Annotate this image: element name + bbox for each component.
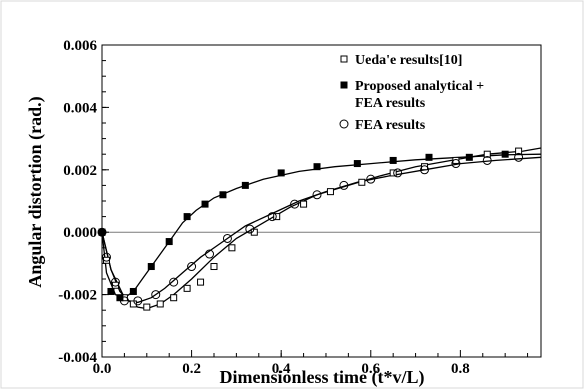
y-tick-label: -0.004 (58, 350, 97, 366)
data-point-s3 (514, 152, 524, 162)
x-axis-title: Dimensionless time (t*v/L) (220, 367, 425, 388)
data-point-s3 (133, 296, 143, 306)
data-point-s2 (129, 287, 137, 295)
data-point-s3 (451, 159, 461, 169)
legend-label-3: FEA results (355, 96, 426, 111)
data-point-s3 (482, 155, 492, 165)
data-point-s1 (170, 294, 178, 302)
fit-curve-3 (101, 156, 542, 304)
data-point-s3 (110, 277, 120, 287)
data-point-s2 (107, 287, 115, 295)
data-point-s3 (205, 249, 215, 259)
y-tick-label: 0.004 (63, 100, 97, 116)
data-point-s2 (147, 263, 155, 271)
legend-label-4: FEA results (355, 118, 426, 133)
data-point-s2 (313, 163, 321, 171)
legend-marker-2 (340, 81, 348, 89)
x-tick-label: 0.4 (272, 361, 291, 377)
data-point-s3 (393, 168, 403, 178)
x-tick-label: 0.6 (361, 361, 380, 377)
y-tick-label: 0.006 (63, 38, 97, 54)
x-tick-label: 0.8 (451, 361, 470, 377)
legend-marker-1 (340, 55, 348, 63)
data-point-s1 (515, 147, 523, 155)
data-point-s2 (183, 213, 191, 221)
data-point-s2 (241, 181, 249, 189)
series-layer (97, 147, 542, 311)
data-point-s3 (366, 174, 376, 184)
data-point-s1 (358, 178, 366, 186)
legend: Ueda'e results[10] Proposed analytical + F… (339, 53, 484, 133)
data-point-s2 (465, 153, 473, 161)
fit-curve-1 (101, 147, 542, 310)
data-point-s1 (197, 278, 205, 286)
x-tick-label: 0.2 (182, 361, 201, 377)
data-point-s3 (169, 277, 179, 287)
data-point-s1 (483, 150, 491, 158)
data-point-s3 (420, 165, 430, 175)
legend-label-2: Proposed analytical + (355, 79, 484, 94)
data-point-s3 (151, 290, 161, 300)
data-point-s2 (219, 191, 227, 199)
data-point-s3 (187, 262, 197, 272)
x-tick-label: 0.0 (93, 361, 112, 377)
y-tick-label: 0.000 (63, 225, 97, 241)
data-point-s3 (101, 252, 111, 262)
data-point-s3 (290, 199, 300, 209)
data-point-s3 (245, 224, 255, 234)
y-tick-label: 0.002 (63, 163, 97, 179)
data-point-s3 (339, 180, 349, 190)
data-point-s2 (353, 160, 361, 168)
data-point-s1 (228, 244, 236, 252)
fit-curve-2 (101, 153, 542, 299)
data-point-s1 (143, 303, 151, 311)
data-point-s2 (501, 150, 509, 158)
data-point-s2 (201, 200, 209, 208)
data-point-s3 (119, 296, 129, 306)
data-point-s1 (156, 300, 164, 308)
data-point-s2 (425, 153, 433, 161)
origin-point (98, 228, 106, 237)
y-axis-title: Angular distortion (rad.) (25, 96, 46, 287)
legend-label-1: Ueda'e results[10] (355, 53, 462, 68)
data-point-s2 (277, 169, 285, 177)
data-point-s1 (326, 188, 334, 196)
data-point-s2 (389, 156, 397, 164)
data-point-s3 (312, 190, 322, 200)
y-tick-label: -0.002 (58, 288, 97, 304)
data-point-s1 (300, 200, 308, 208)
axis-ticks: 0.0 0.2 0.4 0.6 0.8 0.006 0.004 0.002 0.000 -0.00… (58, 38, 529, 377)
data-point-s1 (210, 263, 218, 271)
data-point-s1 (183, 284, 191, 292)
data-point-s2 (165, 238, 173, 246)
data-point-s3 (267, 212, 277, 222)
legend-marker-4 (339, 119, 349, 129)
data-point-s3 (222, 233, 232, 243)
